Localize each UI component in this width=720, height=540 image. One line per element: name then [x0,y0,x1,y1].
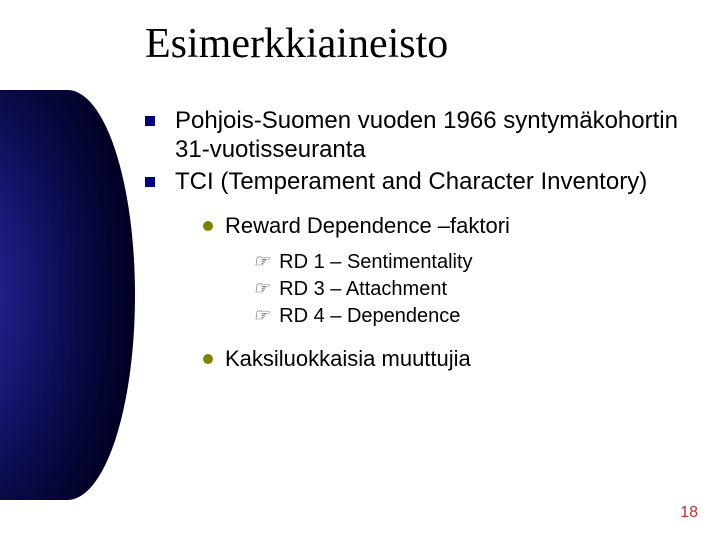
list-item: TCI (Temperament and Character Inventory… [145,167,700,196]
sublist: Reward Dependence –faktori [203,212,700,241]
slide-title: Esimerkkiaineisto [145,20,700,68]
main-bullet-list: Pohjois-Suomen vuoden 1966 syntymäkohort… [145,106,700,196]
square-bullet-icon [145,177,155,187]
bullet-text: Pohjois-Suomen vuoden 1966 syntymäkohort… [175,106,700,165]
pointer-bullet-icon: ☞ [253,277,269,300]
page-number: 18 [680,504,698,522]
bullet-text: Reward Dependence –faktori [225,212,700,241]
pointer-bullet-icon: ☞ [253,304,269,327]
sublist: Kaksiluokkaisia muuttujia [203,345,700,374]
pointer-bullet-icon: ☞ [253,250,269,273]
list-item: Pohjois-Suomen vuoden 1966 syntymäkohort… [145,106,700,165]
subsublist: ☞ RD 1 – Sentimentality ☞ RD 3 – Attachm… [253,250,700,329]
list-item: ☞ RD 1 – Sentimentality [253,250,700,275]
list-item: Reward Dependence –faktori [203,212,700,241]
list-item: Kaksiluokkaisia muuttujia [203,345,700,374]
circle-bullet-icon [203,354,213,364]
bullet-text: TCI (Temperament and Character Inventory… [175,167,700,196]
bullet-text: RD 3 – Attachment [279,277,700,302]
slide-content: Esimerkkiaineisto Pohjois-Suomen vuoden … [145,20,700,384]
circle-bullet-icon [203,221,213,231]
bullet-text: RD 1 – Sentimentality [279,250,700,275]
bullet-text: Kaksiluokkaisia muuttujia [225,345,700,374]
list-item: ☞ RD 4 – Dependence [253,304,700,329]
bullet-text: RD 4 – Dependence [279,304,700,329]
square-bullet-icon [145,116,155,126]
decorative-sidebar [0,90,135,500]
list-item: ☞ RD 3 – Attachment [253,277,700,302]
